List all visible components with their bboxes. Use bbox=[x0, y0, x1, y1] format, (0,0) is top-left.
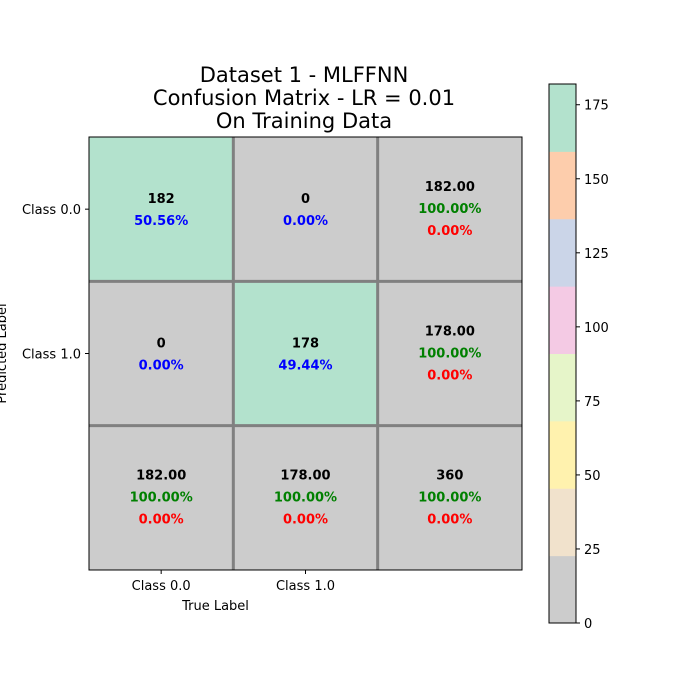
chart-title-line: Confusion Matrix - LR = 0.01 bbox=[153, 86, 455, 110]
colorbar-segment bbox=[549, 555, 576, 624]
colorbar-tick-label: 125 bbox=[584, 247, 609, 262]
colorbar-segment bbox=[549, 488, 576, 557]
matrix-cell-label: 100.00% bbox=[418, 346, 481, 361]
matrix-cell bbox=[233, 137, 378, 282]
colorbar-segment bbox=[549, 286, 576, 354]
matrix-cell-label: 178 bbox=[292, 336, 319, 351]
matrix-cell-label: 0.00% bbox=[139, 513, 184, 528]
colorbar-frame bbox=[548, 83, 577, 624]
colorbar-tick-label: 50 bbox=[584, 469, 601, 484]
matrix-axes: Class 0.0 Class 1.0 Class 0.0 Class 1.0 True… bbox=[0, 136, 523, 614]
matrix-cell-label: 178.00 bbox=[280, 469, 330, 484]
colorbar-tick-label: 25 bbox=[584, 543, 601, 558]
matrix-cells bbox=[89, 137, 522, 570]
matrix-cell-label: 49.44% bbox=[278, 358, 332, 373]
matrix-cell bbox=[89, 281, 234, 426]
matrix-cell-label: 0.00% bbox=[283, 214, 328, 229]
colorbar-tick-label: 175 bbox=[584, 99, 609, 114]
y-axis-label: Predicted Label bbox=[0, 303, 10, 403]
matrix-cell bbox=[377, 425, 522, 570]
x-axis-label: True Label bbox=[181, 599, 249, 614]
colorbar-segment bbox=[549, 353, 576, 422]
matrix-cell-label: 182.00 bbox=[136, 469, 186, 484]
matrix-cell-label: 0.00% bbox=[427, 368, 472, 383]
chart-title-line: On Training Data bbox=[216, 109, 392, 133]
matrix-cell-label: 100.00% bbox=[418, 491, 481, 506]
matrix-cell bbox=[377, 137, 522, 282]
matrix-cell bbox=[233, 425, 378, 570]
x-tick-label: Class 0.0 bbox=[132, 579, 191, 594]
matrix-cell-label: 0.00% bbox=[427, 224, 472, 239]
matrix-cell bbox=[377, 281, 522, 426]
matrix-cell-label: 178.00 bbox=[425, 324, 475, 339]
colorbar: 0 25 50 75 100 125 150 175 bbox=[548, 83, 609, 632]
matrix-cell bbox=[89, 425, 234, 570]
matrix-cell-label: 50.56% bbox=[134, 214, 188, 229]
colorbar-tick-label: 75 bbox=[584, 395, 601, 410]
matrix-cell-label: 100.00% bbox=[130, 491, 193, 506]
matrix-cell bbox=[233, 281, 378, 426]
matrix-cell bbox=[89, 137, 234, 282]
matrix-cell-label: 0.00% bbox=[427, 513, 472, 528]
matrix-cell-label: 0 bbox=[301, 192, 310, 207]
colorbar-segment bbox=[549, 218, 576, 287]
matrix-cell-label: 182.00 bbox=[425, 180, 475, 195]
matrix-cell-label: 182 bbox=[148, 192, 175, 207]
chart-title-line: Dataset 1 - MLFFNN bbox=[200, 63, 409, 87]
matrix-cell-label: 0 bbox=[157, 336, 166, 351]
matrix-cell-label: 0.00% bbox=[139, 358, 184, 373]
matrix-cell-label: 360 bbox=[436, 469, 463, 484]
colorbar-segment bbox=[549, 420, 576, 489]
colorbar-tick-label: 150 bbox=[584, 173, 609, 188]
y-tick-label: Class 1.0 bbox=[22, 347, 81, 362]
colorbar-segment bbox=[549, 84, 576, 152]
y-tick-label: Class 0.0 bbox=[22, 203, 81, 218]
colorbar-tick-label: 100 bbox=[584, 321, 609, 336]
matrix-cell-label: 100.00% bbox=[274, 491, 337, 506]
matrix-cell-label: 100.00% bbox=[418, 202, 481, 217]
matrix-cell-label: 0.00% bbox=[283, 513, 328, 528]
colorbar-tick-label: 0 bbox=[584, 617, 592, 632]
colorbar-segment bbox=[549, 151, 576, 220]
matrix-cell-labels: 182 50.56% 0 0.00% 182.00 100.00% 0.00% 0 0.00% 1… bbox=[130, 180, 482, 528]
x-tick-label: Class 1.0 bbox=[276, 579, 335, 594]
